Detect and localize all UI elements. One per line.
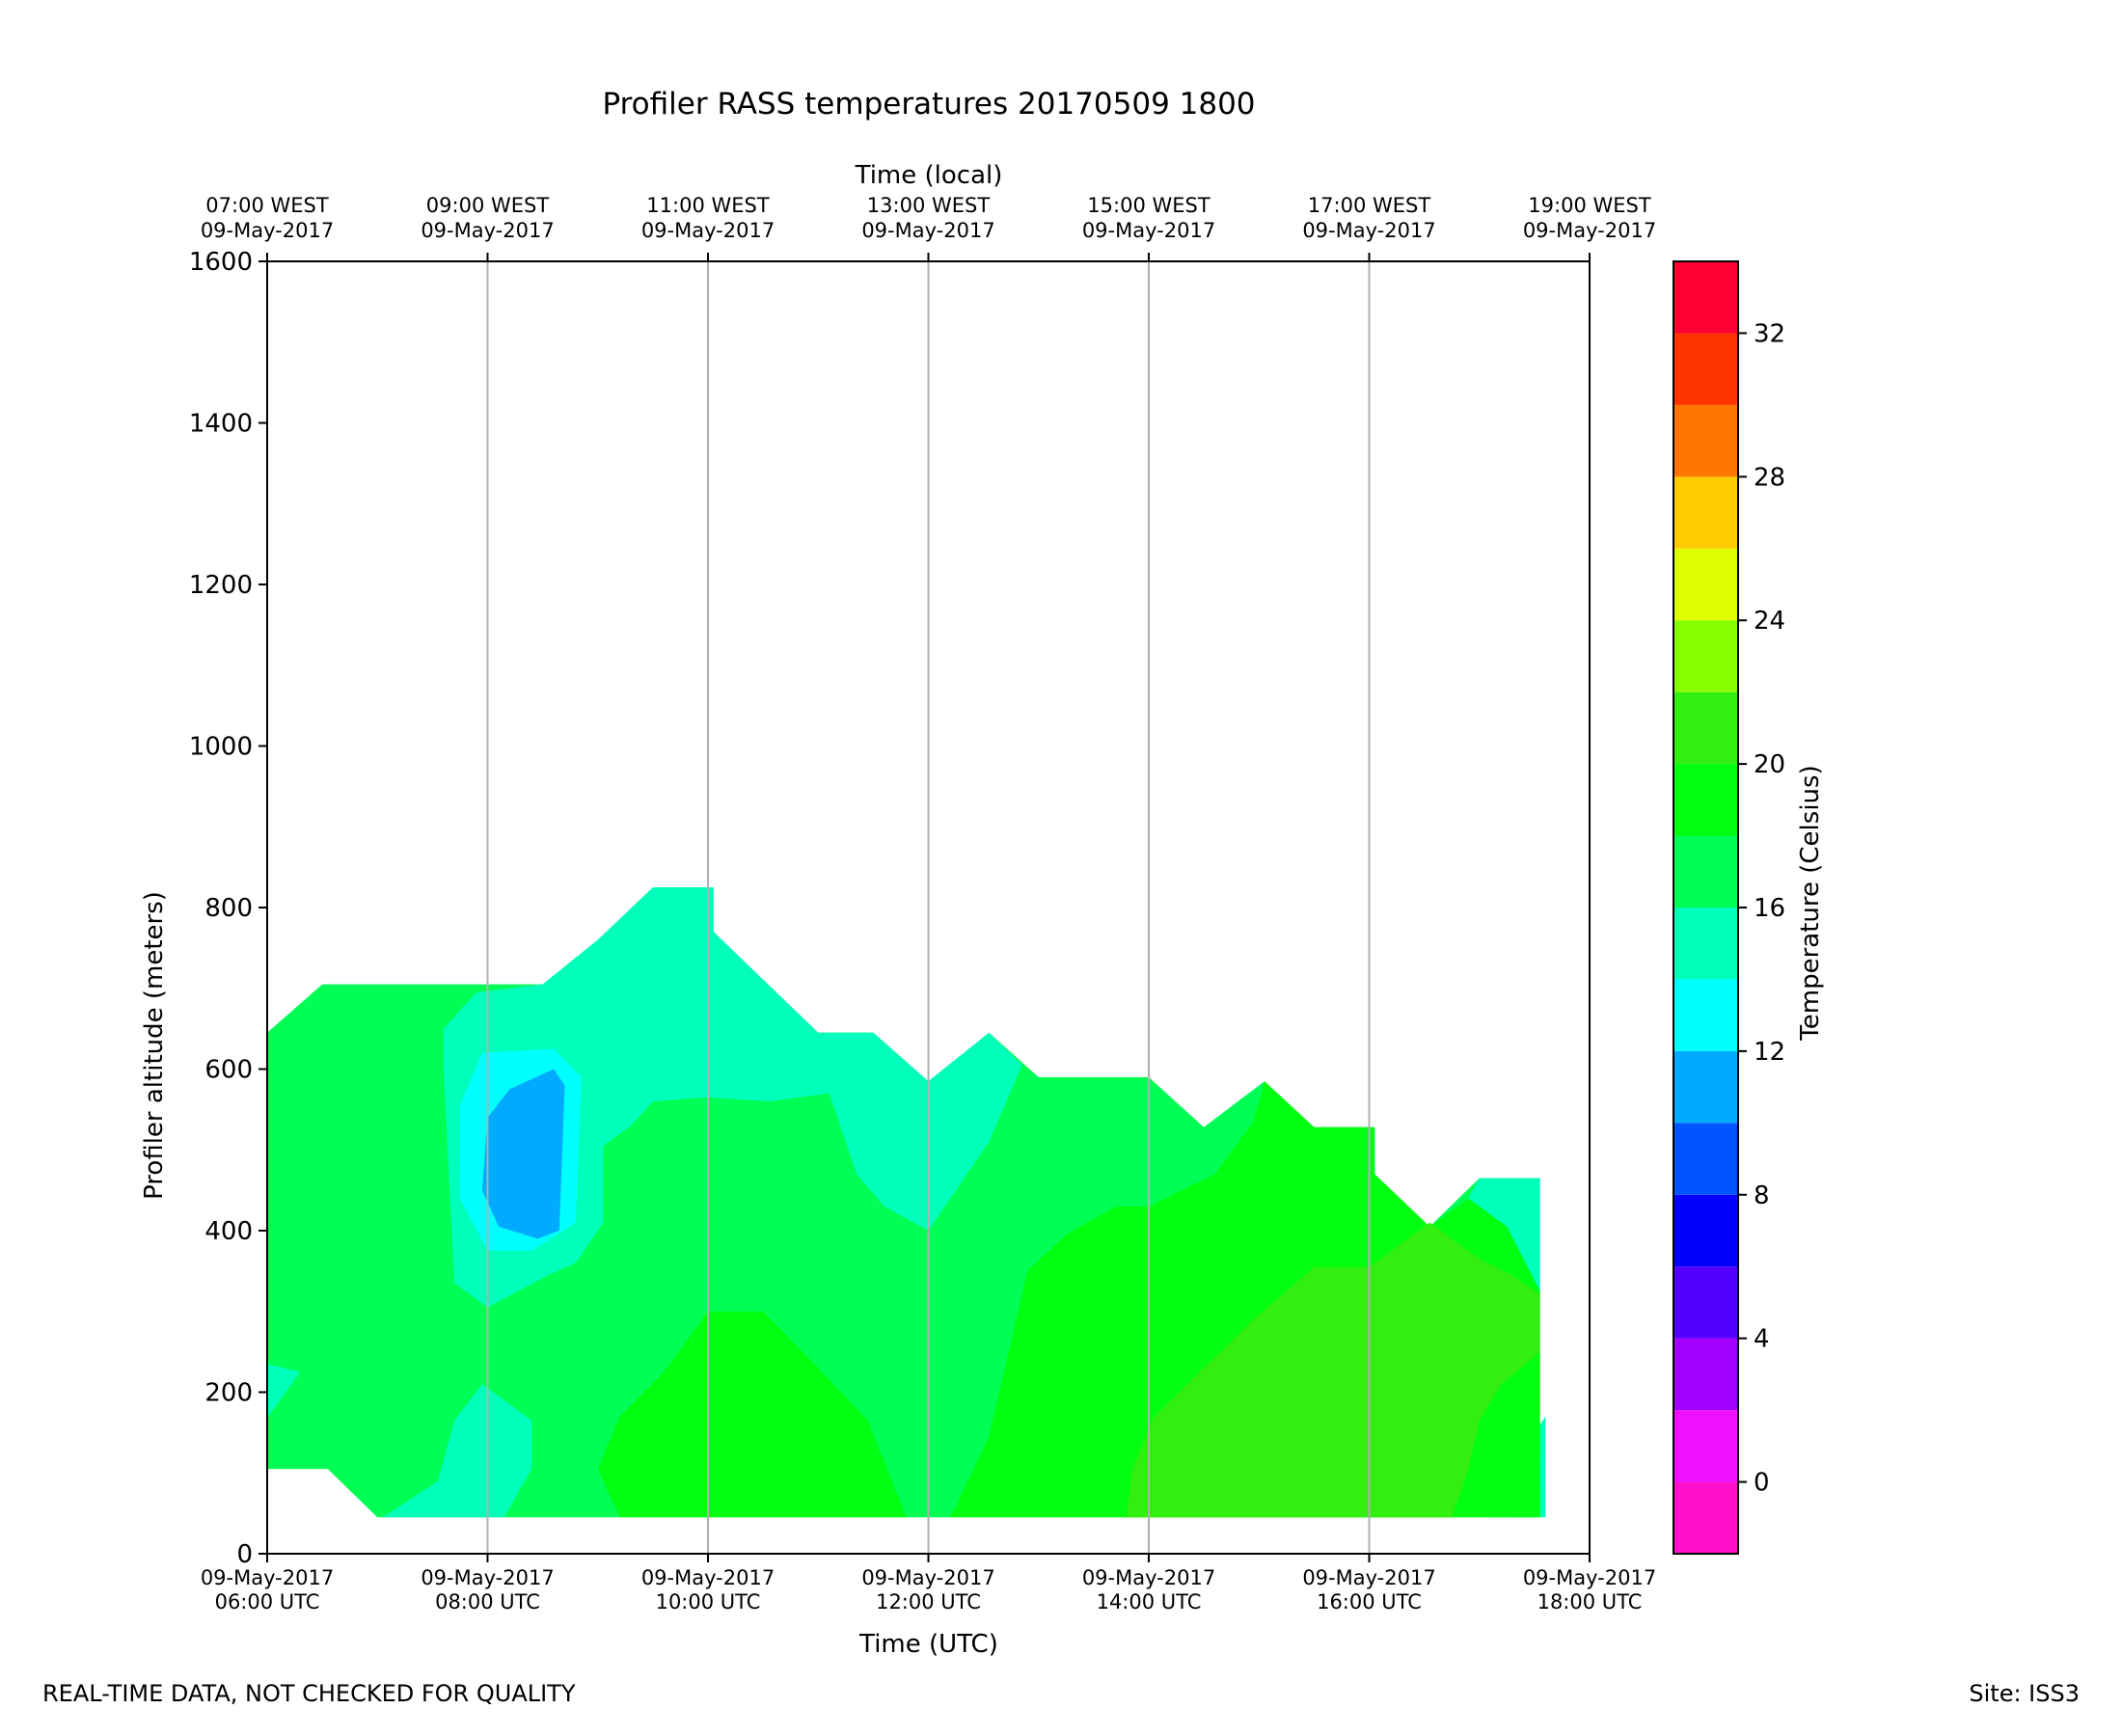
colorbar-swatch--2 — [1673, 1481, 1738, 1554]
x-tick-label-date-6: 09-May-2017 — [201, 1566, 334, 1589]
site-label: Site: ISS3 — [1969, 1680, 2080, 1707]
colorbar-tick-label-12: 12 — [1754, 1038, 1785, 1067]
colorbar-swatch-8 — [1673, 1123, 1738, 1195]
top-tick-label-local-8: 09:00 WEST — [426, 194, 550, 217]
contour-region-14c-3 — [383, 1384, 532, 1518]
x-axis-title: Time (UTC) — [858, 1630, 998, 1659]
x-tick-label-time-10: 10:00 UTC — [656, 1590, 761, 1614]
colorbar-swatch-22 — [1673, 620, 1738, 692]
colorbar-swatch-14 — [1673, 908, 1738, 980]
y-tick-label-600: 600 — [204, 1056, 253, 1085]
top-tick-label-local-16: 17:00 WEST — [1308, 194, 1431, 217]
top-tick-label-date-10: 09-May-2017 — [641, 219, 775, 242]
colorbar-tick-label-32: 32 — [1754, 319, 1785, 348]
colorbar-swatch-26 — [1673, 476, 1738, 549]
colorbar-swatch-30 — [1673, 333, 1738, 405]
contour-region-14c-2 — [443, 887, 1022, 1308]
contour-fill-layer — [267, 887, 1546, 1518]
colorbar-swatch-20 — [1673, 692, 1738, 765]
contour-region-18c-10 — [597, 1311, 907, 1518]
colorbar-tick-label-24: 24 — [1754, 607, 1785, 636]
data-quality-note: REAL-TIME DATA, NOT CHECKED FOR QUALITY — [42, 1680, 576, 1707]
top-axis-title: Time (local) — [855, 161, 1003, 190]
x-tick-label-date-12: 09-May-2017 — [861, 1566, 994, 1589]
y-tick-label-1400: 1400 — [189, 410, 253, 439]
y-tick-label-800: 800 — [204, 894, 253, 923]
top-tick-label-date-12: 09-May-2017 — [861, 219, 994, 242]
colorbar-swatch-12 — [1673, 979, 1738, 1051]
x-tick-label-date-14: 09-May-2017 — [1082, 1566, 1215, 1589]
colorbar: 0 4 8 12 16 20 24 28 32 — [1673, 260, 1785, 1555]
y-tick-label-0: 0 — [236, 1540, 253, 1569]
x-tick-label-time-8: 08:00 UTC — [435, 1590, 540, 1614]
top-tick-label-local-12: 13:00 WEST — [867, 194, 991, 217]
contour-region-14c-1 — [267, 1364, 301, 1419]
colorbar-swatch-16 — [1673, 835, 1738, 908]
top-tick-label-local-14: 15:00 WEST — [1087, 194, 1211, 217]
contour-region-20c-12 — [1127, 1222, 1540, 1518]
colorbar-tick-label-0: 0 — [1754, 1469, 1770, 1498]
y-axis: 0 200 400 600 800 1000 1200 1400 1600 — [189, 248, 267, 1569]
colorbar-tick-label-20: 20 — [1754, 750, 1785, 779]
top-tick-label-date-6: 09-May-2017 — [201, 219, 334, 242]
x-tick-label-date-18: 09-May-2017 — [1523, 1566, 1656, 1589]
y-axis-title: Profiler altitude (meters) — [140, 891, 169, 1200]
colorbar-swatch-0 — [1673, 1410, 1738, 1482]
x-tick-label-date-10: 09-May-2017 — [641, 1566, 775, 1589]
y-tick-label-1000: 1000 — [189, 733, 253, 762]
y-tick-label-1200: 1200 — [189, 571, 253, 600]
y-tick-label-1600: 1600 — [189, 248, 253, 277]
y-tick-label-200: 200 — [204, 1379, 253, 1408]
top-tick-label-date-18: 09-May-2017 — [1523, 219, 1656, 242]
x-tick-label-time-18: 18:00 UTC — [1537, 1590, 1643, 1614]
x-tick-label-time-16: 16:00 UTC — [1317, 1590, 1422, 1614]
top-tick-label-date-8: 09-May-2017 — [421, 219, 554, 242]
x-tick-label-date-8: 09-May-2017 — [421, 1566, 554, 1589]
colorbar-swatch-32 — [1673, 261, 1738, 334]
colorbar-swatch-18 — [1673, 764, 1738, 836]
chart-title: Profiler RASS temperatures 20170509 1800 — [602, 87, 1255, 122]
top-tick-label-date-16: 09-May-2017 — [1302, 219, 1435, 242]
colorbar-tick-label-28: 28 — [1754, 463, 1785, 492]
colorbar-tick-label-16: 16 — [1754, 894, 1785, 923]
top-tick-label-date-14: 09-May-2017 — [1082, 219, 1215, 242]
top-tick-label-local-18: 19:00 WEST — [1528, 194, 1651, 217]
top-tick-label-local-6: 07:00 WEST — [205, 194, 329, 217]
colorbar-swatch-2 — [1673, 1338, 1738, 1411]
x-tick-label-time-6: 06:00 UTC — [215, 1590, 320, 1614]
y-tick-label-400: 400 — [204, 1217, 253, 1246]
x-tick-label-date-16: 09-May-2017 — [1302, 1566, 1435, 1589]
top-tick-label-local-10: 11:00 WEST — [646, 194, 770, 217]
colorbar-title: Temperature (Celsius) — [1796, 765, 1825, 1041]
colorbar-swatch-10 — [1673, 1050, 1738, 1124]
colorbar-tick-label-4: 4 — [1754, 1325, 1770, 1354]
contour-region-10c-8 — [481, 1069, 565, 1239]
colorbar-swatch-28 — [1673, 404, 1738, 477]
colorbar-tick-label-8: 8 — [1754, 1181, 1770, 1210]
x-tick-label-time-14: 14:00 UTC — [1097, 1590, 1202, 1614]
colorbar-swatch-24 — [1673, 548, 1738, 621]
colorbar-swatch-4 — [1673, 1266, 1738, 1339]
colorbar-swatch-6 — [1673, 1194, 1738, 1267]
x-tick-label-time-12: 12:00 UTC — [876, 1590, 981, 1614]
gridlines — [486, 261, 1371, 1554]
